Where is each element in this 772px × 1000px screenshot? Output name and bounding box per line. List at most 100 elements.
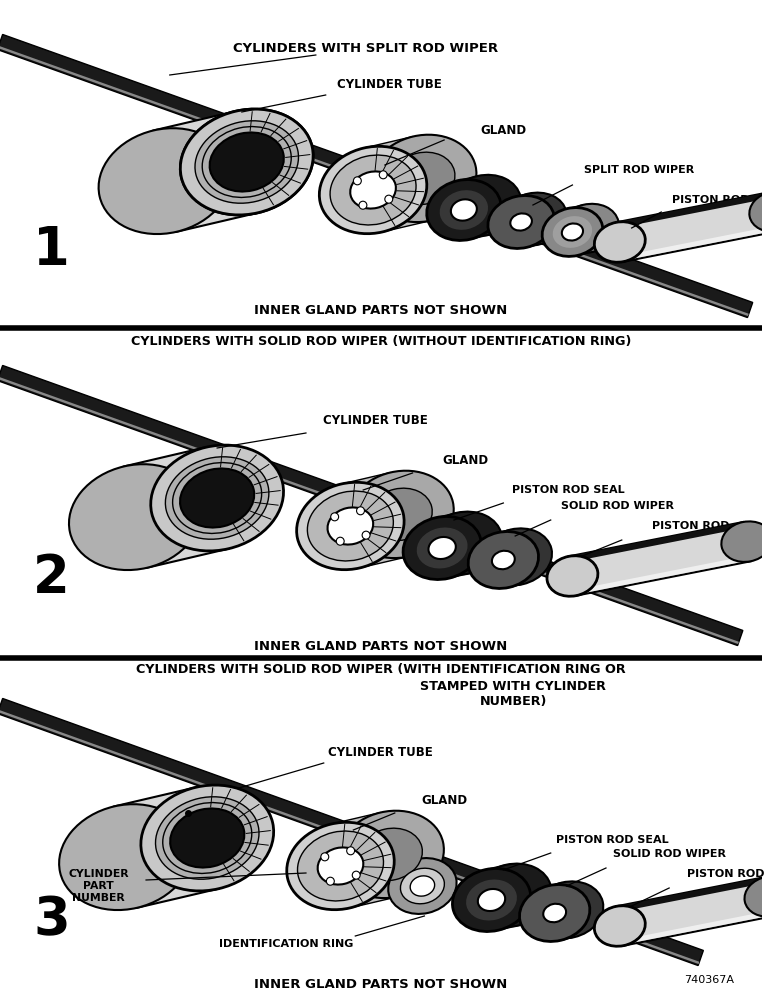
Polygon shape — [569, 522, 744, 562]
Polygon shape — [208, 455, 227, 541]
Ellipse shape — [320, 146, 427, 234]
Ellipse shape — [578, 220, 599, 237]
Polygon shape — [331, 812, 400, 908]
Text: GLAND: GLAND — [480, 123, 527, 136]
Text: NUMBER): NUMBER) — [479, 696, 547, 708]
Polygon shape — [457, 176, 491, 239]
Polygon shape — [0, 34, 753, 318]
Ellipse shape — [190, 117, 303, 207]
Ellipse shape — [165, 457, 269, 539]
Polygon shape — [154, 111, 259, 232]
Ellipse shape — [151, 445, 283, 551]
Text: INNER GLAND PARTS NOT SHOWN: INNER GLAND PARTS NOT SHOWN — [254, 978, 507, 990]
Polygon shape — [114, 787, 218, 908]
Circle shape — [321, 853, 329, 861]
Ellipse shape — [488, 196, 554, 248]
Ellipse shape — [466, 880, 517, 920]
Circle shape — [379, 171, 387, 179]
Ellipse shape — [500, 193, 567, 246]
Ellipse shape — [181, 109, 313, 215]
Polygon shape — [516, 194, 540, 247]
Polygon shape — [567, 205, 594, 255]
Ellipse shape — [473, 864, 551, 927]
Ellipse shape — [424, 512, 502, 575]
Ellipse shape — [297, 831, 384, 901]
Text: STAMPED WITH CYLINDER: STAMPED WITH CYLINDER — [420, 680, 606, 692]
Ellipse shape — [410, 876, 435, 896]
Polygon shape — [0, 365, 743, 646]
Polygon shape — [124, 447, 229, 568]
Ellipse shape — [369, 135, 476, 222]
Ellipse shape — [330, 155, 416, 225]
Ellipse shape — [542, 208, 603, 256]
Polygon shape — [497, 530, 523, 587]
Text: CYLINDERS WITH SPLIT ROD WIPER: CYLINDERS WITH SPLIT ROD WIPER — [232, 41, 498, 54]
Text: IDENTIFICATION RING: IDENTIFICATION RING — [219, 939, 354, 949]
Ellipse shape — [195, 121, 299, 203]
Ellipse shape — [180, 468, 254, 528]
Polygon shape — [0, 377, 739, 644]
Polygon shape — [548, 883, 574, 940]
Ellipse shape — [558, 204, 619, 253]
Ellipse shape — [210, 132, 284, 192]
Ellipse shape — [499, 884, 526, 906]
Ellipse shape — [401, 868, 445, 904]
Ellipse shape — [210, 132, 284, 192]
Text: PISTON ROD: PISTON ROD — [652, 521, 730, 531]
Text: 740367A: 740367A — [684, 975, 733, 985]
Polygon shape — [0, 710, 699, 964]
Ellipse shape — [428, 537, 455, 559]
Polygon shape — [0, 46, 749, 316]
Text: CYLINDER TUBE: CYLINDER TUBE — [337, 79, 442, 92]
Ellipse shape — [181, 109, 313, 215]
Text: INNER GLAND PARTS NOT SHOWN: INNER GLAND PARTS NOT SHOWN — [254, 640, 507, 652]
Polygon shape — [616, 877, 772, 946]
Ellipse shape — [520, 885, 590, 941]
Polygon shape — [616, 877, 767, 912]
Ellipse shape — [307, 491, 394, 561]
Text: 3: 3 — [33, 894, 69, 946]
Ellipse shape — [59, 804, 192, 910]
Ellipse shape — [317, 847, 364, 885]
Text: GLAND: GLAND — [443, 454, 489, 466]
Circle shape — [330, 513, 339, 521]
Circle shape — [362, 531, 370, 539]
Polygon shape — [364, 136, 432, 232]
Ellipse shape — [451, 199, 477, 221]
Text: SOLID ROD WIPER: SOLID ROD WIPER — [613, 849, 726, 859]
Ellipse shape — [447, 175, 521, 236]
Ellipse shape — [417, 528, 468, 568]
Circle shape — [337, 537, 344, 545]
Ellipse shape — [492, 551, 515, 569]
Text: SPLIT ROD WIPER: SPLIT ROD WIPER — [584, 165, 695, 175]
Text: PISTON ROD SEAL: PISTON ROD SEAL — [512, 485, 625, 495]
Ellipse shape — [594, 222, 645, 262]
Polygon shape — [485, 865, 520, 930]
Text: CYLINDER TUBE: CYLINDER TUBE — [323, 414, 428, 426]
Circle shape — [352, 871, 361, 879]
Ellipse shape — [440, 190, 488, 230]
Polygon shape — [622, 910, 772, 945]
Polygon shape — [340, 472, 409, 568]
Ellipse shape — [543, 904, 566, 922]
Circle shape — [359, 201, 367, 209]
Ellipse shape — [151, 793, 264, 883]
Ellipse shape — [347, 471, 454, 558]
Polygon shape — [569, 522, 750, 596]
Circle shape — [357, 507, 364, 515]
Ellipse shape — [523, 210, 544, 228]
Ellipse shape — [750, 191, 772, 232]
Text: INNER GLAND PARTS NOT SHOWN: INNER GLAND PARTS NOT SHOWN — [254, 304, 507, 316]
Text: 2: 2 — [33, 552, 69, 604]
Ellipse shape — [296, 482, 404, 570]
Ellipse shape — [557, 901, 580, 919]
Polygon shape — [616, 192, 772, 262]
Ellipse shape — [506, 548, 528, 566]
Polygon shape — [237, 119, 256, 205]
Polygon shape — [575, 555, 750, 595]
Ellipse shape — [547, 556, 598, 596]
Ellipse shape — [744, 876, 772, 917]
Ellipse shape — [471, 195, 497, 216]
Ellipse shape — [155, 797, 259, 879]
Ellipse shape — [358, 828, 422, 881]
